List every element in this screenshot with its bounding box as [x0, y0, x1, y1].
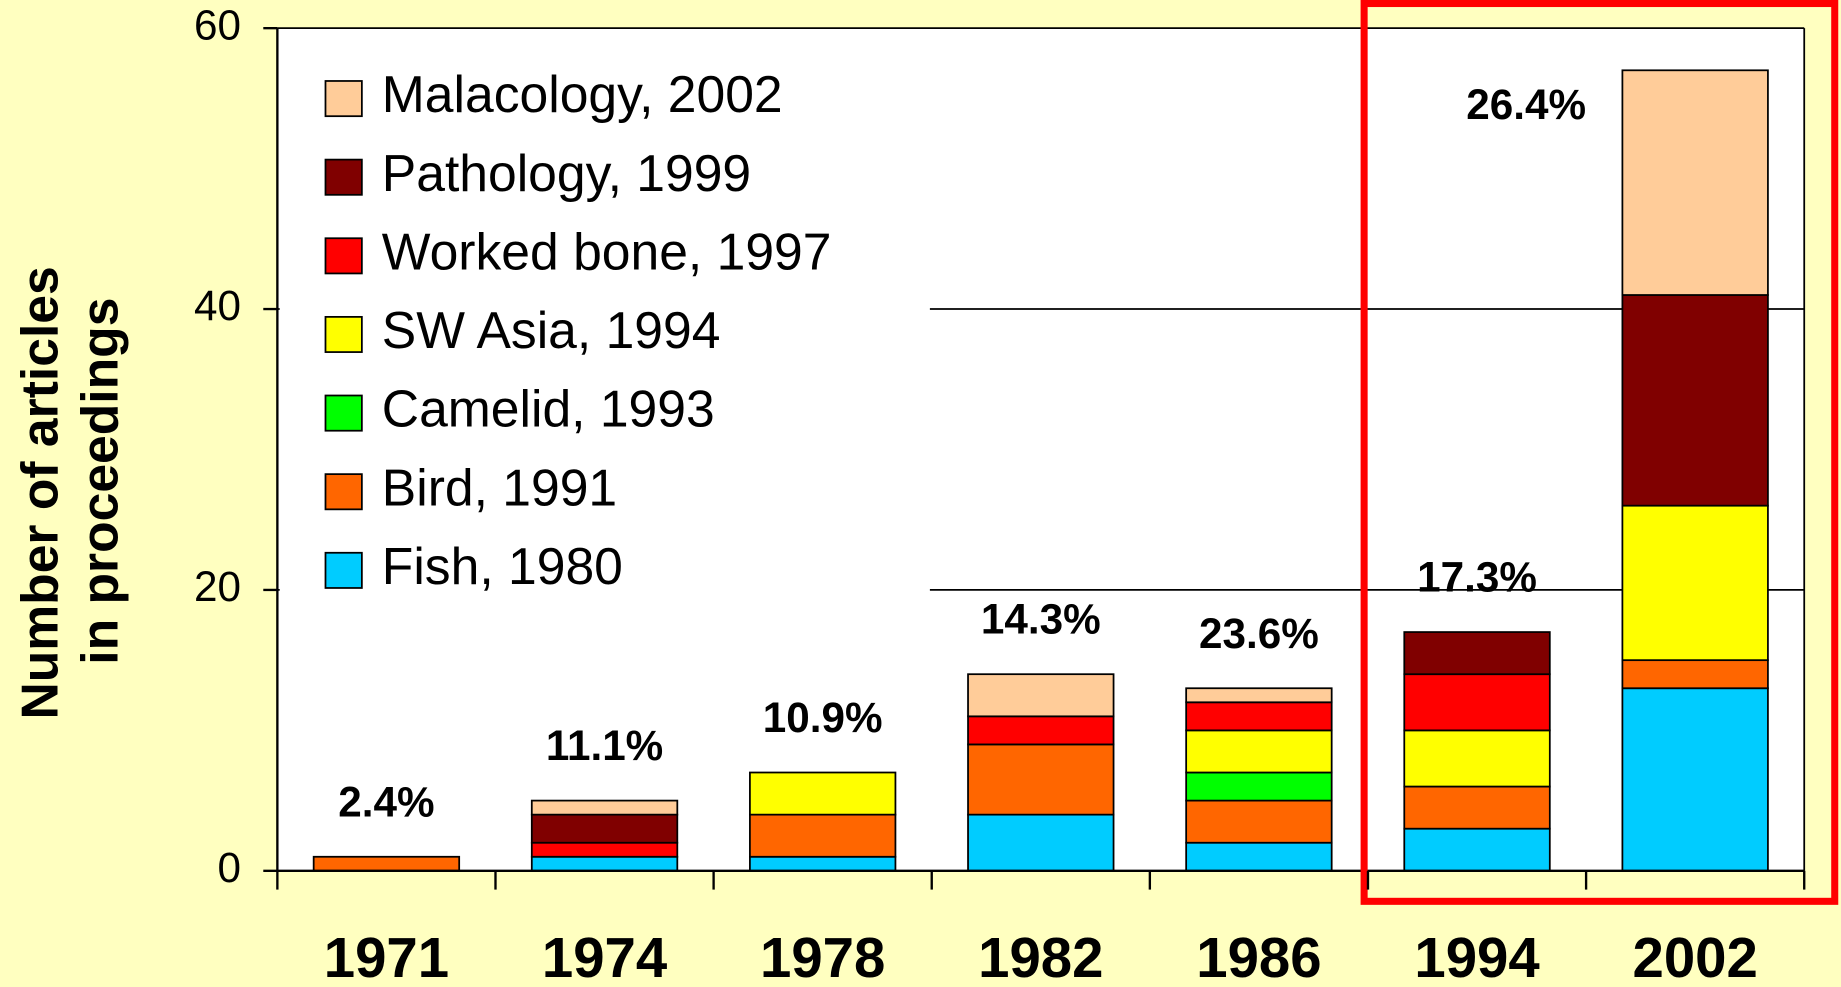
annotation: 10.9% [763, 694, 883, 741]
y-tick-label: 40 [194, 282, 241, 329]
bar-segment [1185, 771, 1333, 802]
legend-swatch [324, 237, 363, 275]
bar-segment [1185, 701, 1333, 732]
highlight-box [1360, 0, 1839, 905]
legend-label: SW Asia, 1994 [382, 301, 721, 359]
legend-swatch [324, 80, 363, 118]
annotation: 2.4% [338, 778, 434, 825]
bar-segment [530, 841, 679, 858]
bar-segment [967, 813, 1115, 872]
legend-label: Pathology, 1999 [382, 144, 751, 202]
x-tick-label: 1994 [1414, 926, 1540, 987]
bar-segment [530, 799, 679, 816]
bar-segment [967, 673, 1115, 718]
y-tick-label: 0 [217, 844, 241, 891]
annotation: 17.3% [1417, 554, 1537, 601]
legend-label: Malacology, 2002 [382, 65, 783, 123]
bars [312, 69, 1769, 872]
bar-segment [967, 715, 1115, 746]
x-tick-label: 1986 [1196, 926, 1321, 987]
legend-label: Worked bone, 1997 [382, 222, 832, 280]
bar-segment [1403, 827, 1551, 872]
bar-segment [1403, 631, 1551, 676]
y-tick-label: 20 [194, 563, 241, 610]
bar-segment [749, 855, 897, 872]
y-axis-label: in proceedings [70, 298, 128, 665]
legend-label: Camelid, 1993 [382, 380, 715, 438]
legend-swatch [324, 473, 363, 511]
x-tick-label: 2002 [1633, 926, 1758, 987]
bar-segment [312, 855, 461, 872]
bar-segment [1621, 294, 1769, 507]
bar-segment [1403, 673, 1551, 732]
legend-label: Bird, 1991 [382, 458, 617, 516]
y-tick-label: 60 [194, 1, 241, 48]
bar-segment [530, 813, 679, 844]
bar-segment [530, 855, 679, 872]
bar-segment [1621, 69, 1769, 296]
legend-background [279, 30, 930, 613]
bar-segment [749, 813, 897, 858]
bar-segment [1621, 687, 1769, 872]
x-tick-label: 1974 [542, 926, 668, 987]
legend-swatch [324, 315, 363, 353]
bar-segment [1185, 687, 1333, 704]
legend-swatch [324, 394, 363, 432]
x-tick-label: 1978 [760, 926, 885, 987]
annotation: 26.4% [1466, 81, 1586, 128]
bar-segment [1185, 729, 1333, 774]
legend-label: Fish, 1980 [382, 537, 623, 595]
annotation: 11.1% [546, 722, 663, 769]
bar-segment [1403, 729, 1551, 788]
bar-segment [1621, 659, 1769, 690]
x-tick-label: 1971 [324, 926, 449, 987]
legend-swatch [324, 551, 363, 589]
bar-segment [1185, 841, 1333, 872]
bar-segment [1621, 504, 1769, 662]
bar-segment [967, 743, 1115, 816]
y-axis-label: Number of articles [10, 266, 68, 719]
x-tick-label: 1982 [978, 926, 1103, 987]
bar-segment [749, 771, 897, 816]
bar-segment [1185, 799, 1333, 844]
annotation: 14.3% [981, 596, 1101, 643]
legend-swatch [324, 158, 363, 196]
bar-segment [1403, 785, 1551, 830]
annotation: 23.6% [1199, 610, 1319, 657]
